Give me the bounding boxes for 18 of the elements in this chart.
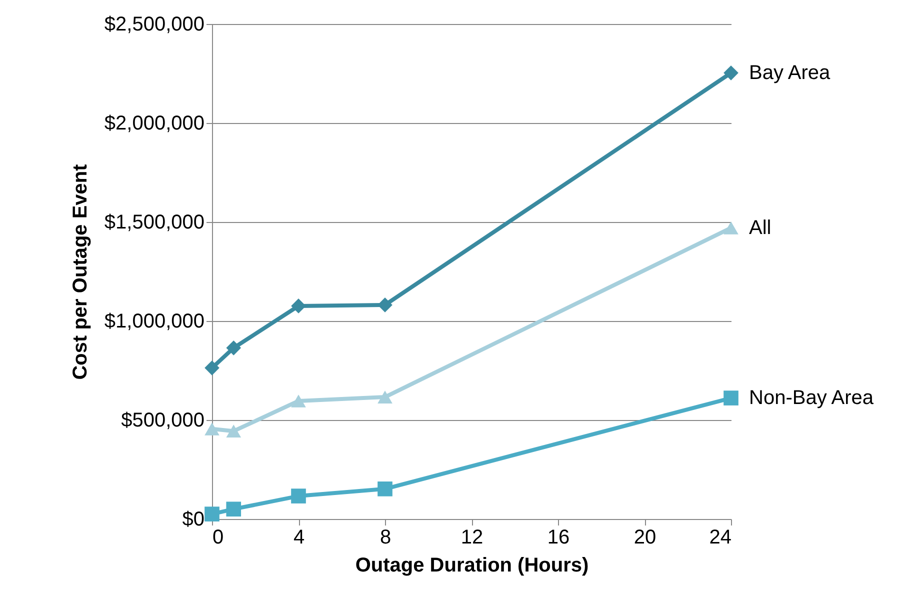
y-tick-label: $2,000,000	[104, 112, 204, 134]
x-tick-label: 8	[380, 526, 392, 548]
series-label: Bay Area	[749, 62, 832, 84]
y-tick-label: $0	[182, 508, 204, 530]
x-axis-title: Outage Duration (Hours)	[355, 554, 589, 576]
series-label: Non-Bay Area	[749, 387, 874, 410]
x-tick-label: 24	[709, 526, 732, 548]
x-tick-label: 16	[547, 526, 570, 548]
series-label: All	[749, 216, 772, 239]
y-tick-label: $1,500,000	[104, 212, 204, 234]
x-tick-label: 0	[212, 526, 224, 548]
x-tick-label: 12	[460, 526, 484, 548]
x-tick-label: 20	[634, 526, 656, 548]
y-tick-label: $1,000,000	[104, 310, 204, 332]
y-tick-label: $2,500,000	[104, 14, 204, 36]
x-tick-label: 4	[293, 526, 305, 548]
y-axis-title: Cost per Outage Event	[69, 164, 92, 380]
y-tick-label: $500,000	[121, 410, 204, 432]
